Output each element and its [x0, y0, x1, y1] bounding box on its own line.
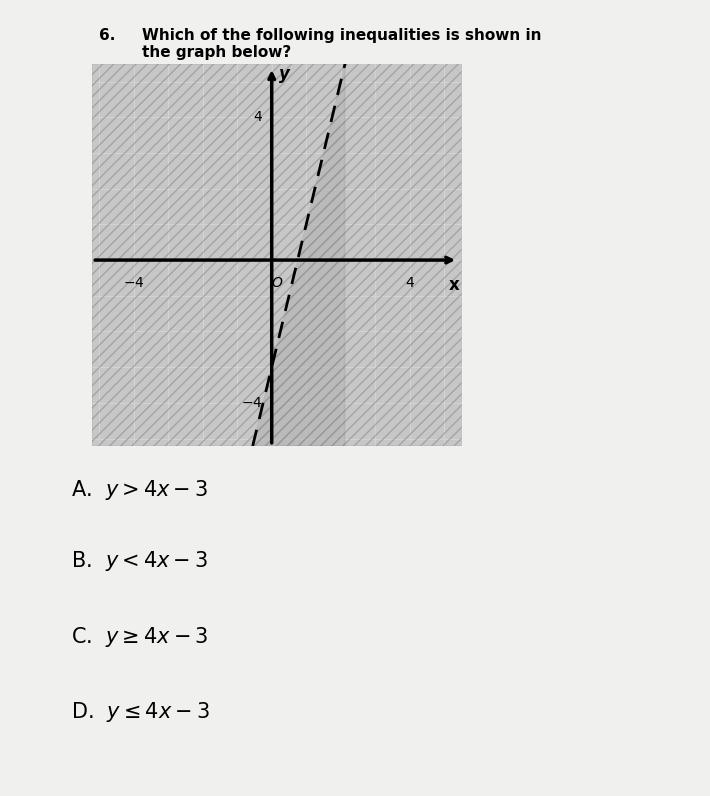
Text: B.  $y < 4x - 3$: B. $y < 4x - 3$	[71, 549, 208, 573]
Text: Which of the following inequalities is shown in
the graph below?: Which of the following inequalities is s…	[142, 28, 542, 60]
Text: $4$: $4$	[253, 110, 263, 124]
Text: $4$: $4$	[405, 276, 415, 291]
Text: C.  $y\geq4x - 3$: C. $y\geq4x - 3$	[71, 625, 208, 649]
Text: x: x	[449, 276, 460, 295]
Text: $-4$: $-4$	[123, 276, 145, 291]
Text: $-4$: $-4$	[241, 396, 263, 410]
Text: y: y	[278, 65, 290, 84]
Text: $O$: $O$	[271, 276, 283, 291]
Text: A.  $y > 4x - 3$: A. $y > 4x - 3$	[71, 478, 208, 501]
Text: D.  $y\leq4x - 3$: D. $y\leq4x - 3$	[71, 700, 210, 724]
Text: 6.: 6.	[99, 28, 116, 43]
